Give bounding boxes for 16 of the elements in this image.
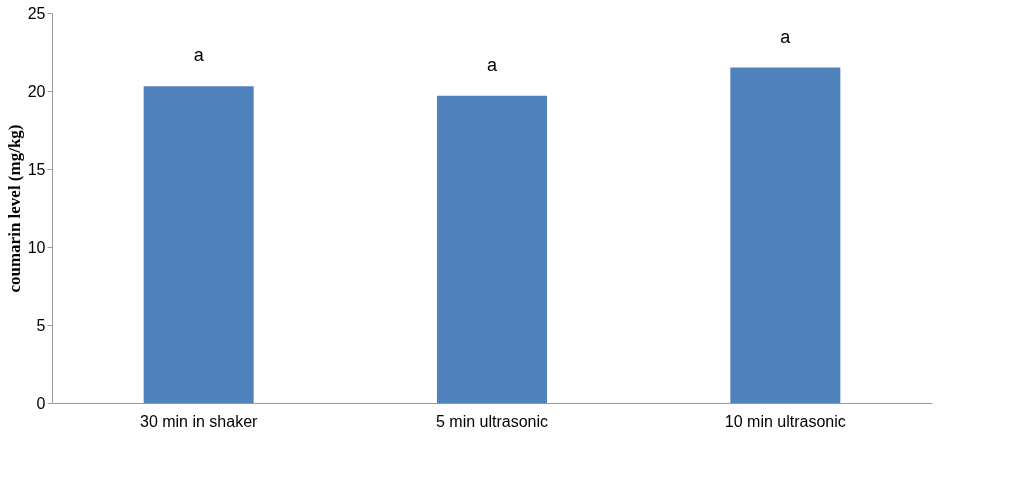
- y-tick-label: 25: [27, 4, 46, 22]
- bar: [143, 86, 254, 403]
- y-tick-label: 0: [36, 394, 46, 412]
- y-tick-label: 20: [27, 82, 46, 100]
- y-tick-label: 5: [36, 316, 46, 334]
- annotation: a: [193, 45, 205, 66]
- y-axis-title: coumarin level (mg/kg): [4, 124, 24, 293]
- bar: [437, 95, 547, 403]
- bar: [730, 67, 841, 403]
- x-tick-label: 10 min ultrasonic: [724, 412, 846, 430]
- annotation: a: [486, 54, 498, 75]
- annotation: a: [780, 26, 792, 47]
- x-tick-label: 5 min ultrasonic: [435, 412, 549, 430]
- y-tick-label: 15: [27, 160, 46, 178]
- y-tick-label: 10: [27, 238, 46, 256]
- x-tick-label: 30 min in shaker: [139, 412, 259, 430]
